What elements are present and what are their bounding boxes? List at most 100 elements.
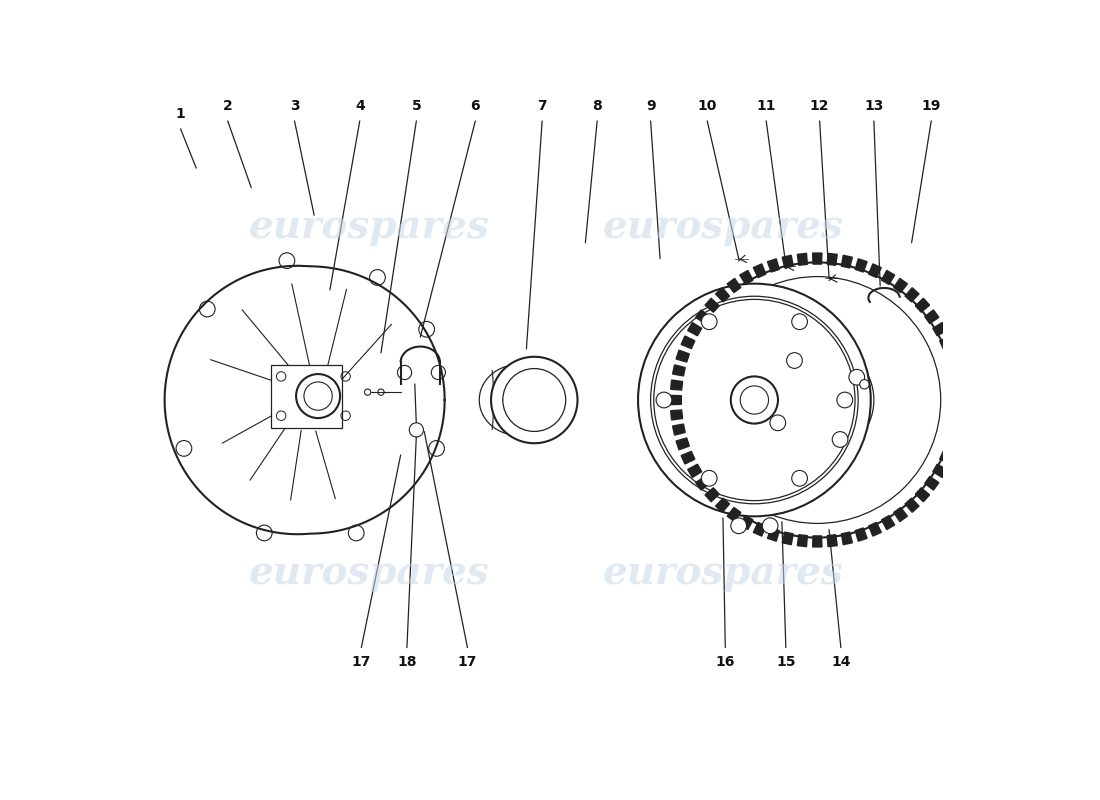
Text: eurospares: eurospares [249,554,490,592]
Polygon shape [945,438,958,450]
Text: 9: 9 [646,99,656,113]
Polygon shape [933,464,947,478]
Polygon shape [915,488,930,502]
Polygon shape [954,395,965,405]
Polygon shape [881,515,894,530]
FancyBboxPatch shape [271,365,342,427]
Polygon shape [869,522,881,536]
Polygon shape [165,266,444,534]
Text: 16: 16 [716,655,735,670]
Polygon shape [842,255,852,268]
Polygon shape [949,424,962,435]
Circle shape [792,314,807,330]
Polygon shape [768,259,779,272]
Polygon shape [671,410,682,420]
Circle shape [702,314,717,330]
Polygon shape [949,365,962,376]
Polygon shape [740,270,754,285]
Polygon shape [705,298,719,312]
Text: 10: 10 [697,99,717,113]
Polygon shape [672,424,685,435]
Polygon shape [945,350,958,362]
Polygon shape [672,365,685,376]
Polygon shape [768,528,779,541]
Polygon shape [813,253,822,264]
Polygon shape [881,270,894,285]
Polygon shape [715,498,729,512]
Polygon shape [798,534,807,546]
Text: 11: 11 [757,99,776,113]
Circle shape [730,518,747,534]
Polygon shape [740,515,754,530]
Polygon shape [925,477,939,490]
Polygon shape [688,464,702,478]
Polygon shape [893,278,907,293]
Polygon shape [715,288,729,302]
Circle shape [656,392,672,408]
Polygon shape [754,264,766,278]
Circle shape [837,392,852,408]
Circle shape [702,470,717,486]
Polygon shape [681,451,695,464]
Polygon shape [952,380,964,390]
Polygon shape [727,507,740,522]
Circle shape [730,377,778,423]
Polygon shape [827,534,837,546]
Text: 13: 13 [865,99,883,113]
Polygon shape [727,278,740,293]
Text: 19: 19 [922,99,940,113]
Text: 5: 5 [411,99,421,113]
Polygon shape [869,264,881,278]
Polygon shape [925,310,939,323]
Polygon shape [754,522,766,536]
Polygon shape [798,254,807,266]
Polygon shape [939,336,954,349]
Circle shape [792,470,807,486]
Text: eurospares: eurospares [603,554,844,592]
Text: 1: 1 [176,107,186,121]
Polygon shape [933,322,947,336]
Circle shape [770,415,785,430]
Polygon shape [939,451,954,464]
Polygon shape [681,336,695,349]
Circle shape [491,357,578,443]
Text: 6: 6 [471,99,480,113]
Circle shape [296,374,340,418]
Circle shape [849,370,865,385]
Polygon shape [671,380,682,390]
Text: 17: 17 [352,655,371,670]
Text: 8: 8 [592,99,602,113]
Polygon shape [813,536,822,547]
Polygon shape [670,395,681,405]
Text: 3: 3 [289,99,299,113]
Polygon shape [676,438,690,450]
Text: eurospares: eurospares [249,208,490,246]
Polygon shape [855,259,867,272]
Polygon shape [782,532,793,545]
Text: eurospares: eurospares [603,208,844,246]
Polygon shape [782,255,793,268]
Circle shape [762,518,778,534]
Circle shape [786,353,802,368]
Text: 2: 2 [223,99,232,113]
Text: 15: 15 [777,655,795,670]
Polygon shape [893,507,907,522]
Polygon shape [842,532,852,545]
Circle shape [638,284,871,516]
Polygon shape [695,477,710,490]
Polygon shape [827,254,837,266]
Polygon shape [952,410,964,420]
Text: 14: 14 [832,655,850,670]
Polygon shape [676,350,690,362]
Text: 17: 17 [458,655,477,670]
Circle shape [680,262,955,538]
Polygon shape [905,498,918,512]
Text: 7: 7 [537,99,547,113]
Text: 12: 12 [810,99,829,113]
Polygon shape [695,310,710,323]
Text: 18: 18 [397,655,417,670]
Polygon shape [915,298,930,312]
Polygon shape [855,528,867,541]
Polygon shape [705,488,719,502]
Circle shape [833,432,848,447]
